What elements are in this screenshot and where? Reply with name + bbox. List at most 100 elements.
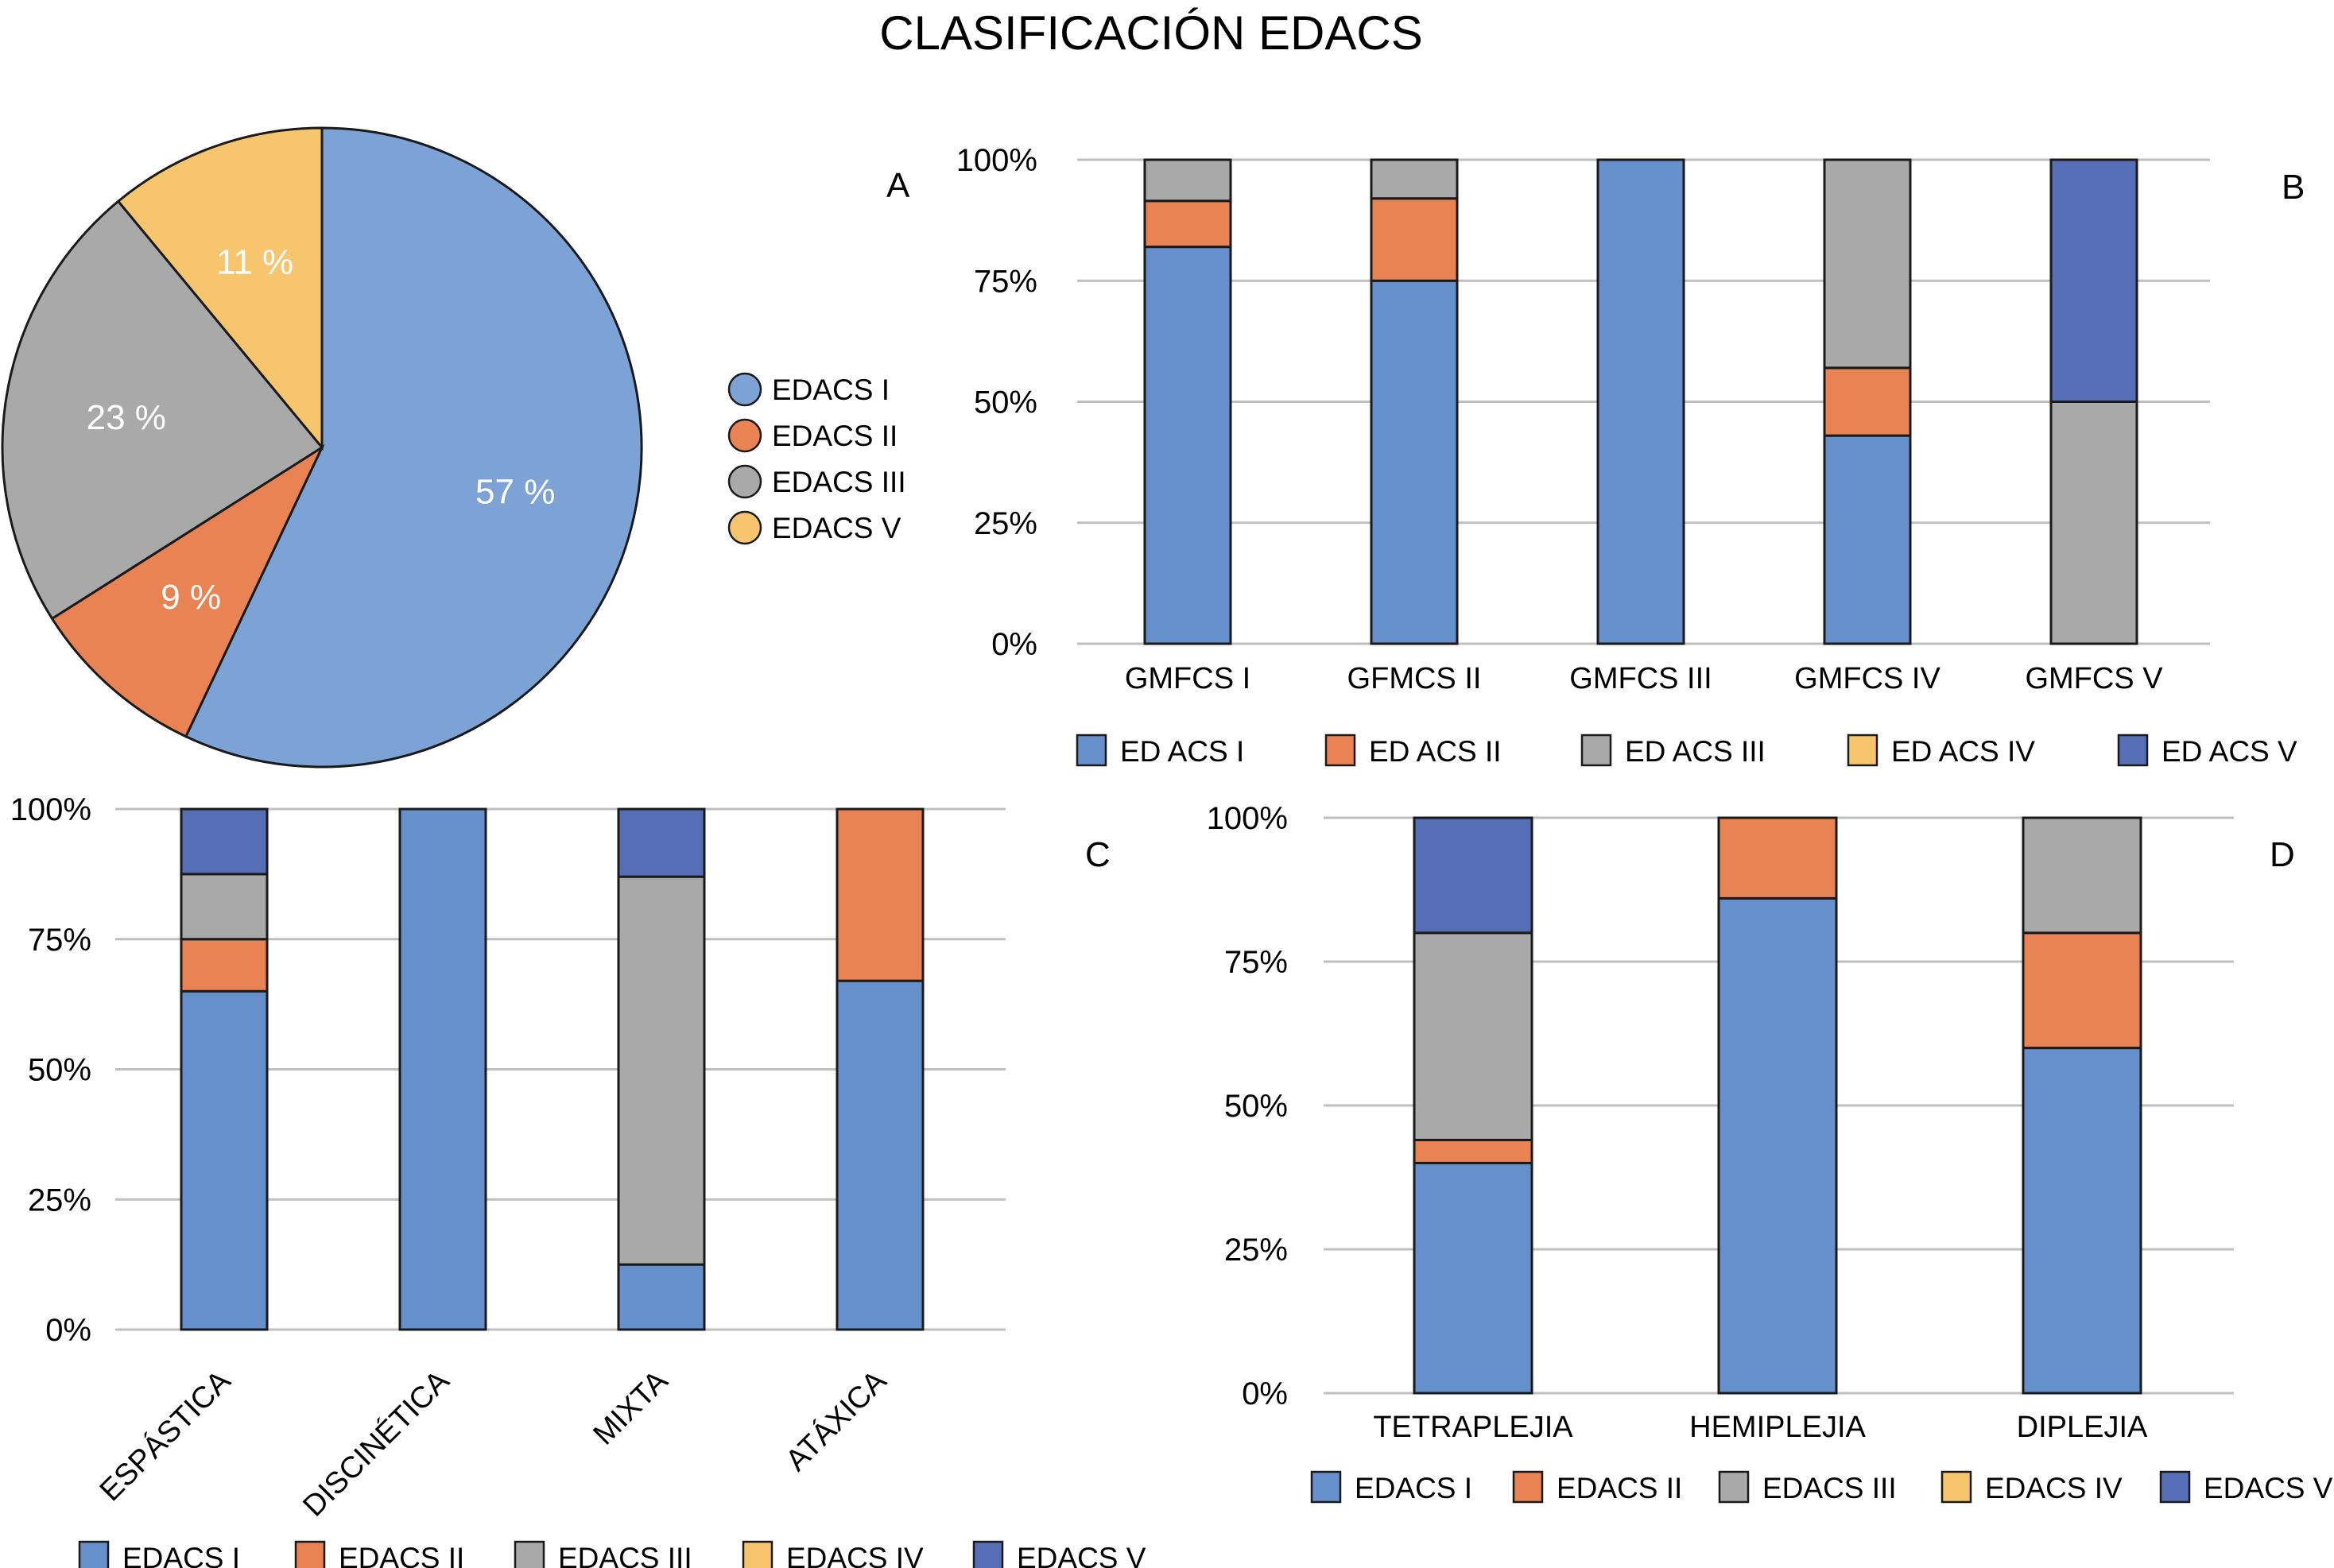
pie-slice-edacs-v [116,126,324,451]
legend-label: EDACS II [772,420,898,452]
panel-d-stacked-bar-chart: D 0% 25% 50% 75% 100% TETRAPLEJIA HEMIPLEJIA DI… [1207,801,2333,1504]
legend-label: EDACS IV [786,1542,924,1568]
legend-swatch [1580,734,1612,767]
panel-d-letter: D [2270,835,2295,874]
pie-slice-edacs-ii [50,443,325,738]
x-category-label: DIPLEJIA [2017,1411,2148,1444]
legend-label: ED ACS IV [1891,735,2035,768]
bar-segment-gmfcs-iii-ed-acs-i [1596,158,1685,645]
legend-label: ED ACS II [1369,735,1502,768]
y-tick-label: 100% [956,143,1037,178]
legend-label: EDACS V [1017,1542,1146,1568]
legend-label: EDACS V [772,512,901,544]
pie-slice-edacs-iii [1,199,324,621]
x-category-label: GMFCS III [1569,662,1712,695]
legend-label: EDACS II [339,1542,464,1568]
bar-segment-tetraplejia-edacs-iii [1413,931,1533,1141]
panel-c-stacked-bar-chart: C 0% 25% 50% 75% 100% ESPÁSTICA DISCINÉTICA MIX… [10,792,1146,1568]
panel-a-pie-chart: A 57 % 9 % 23 % 11 % EDACS I EDACS II EDACS II… [1,126,910,769]
legend-swatch [514,1540,545,1568]
bar-segment-ataxica-edacs-i [836,979,925,1331]
x-category-label: ESPÁSTICA [93,1364,238,1508]
legend-swatch [727,418,762,453]
y-tick-label: 50% [28,1053,91,1088]
legend-label: ED ACS III [1625,735,1766,768]
bar-segment-gmfcs-v-ed-acs-v [2049,158,2138,403]
bar-segment-tetraplejia-edacs-i [1413,1161,1533,1395]
y-tick-label: 50% [974,385,1037,420]
bar-segment-ataxica-edacs-ii [836,807,925,982]
bar-segment-tetraplejia-edacs-ii [1413,1138,1533,1164]
bar-segment-discinetica-edacs-i [398,807,487,1331]
x-category-label: GMFCS IV [1794,662,1940,695]
bar-segment-espastica-edacs-i [180,989,269,1331]
bar-segment-gmfcs-v-ed-acs-iii [2049,401,2138,645]
legend-label: EDACS III [558,1542,692,1568]
bar-segment-gmfcs-iv-ed-acs-iii [1823,158,1912,370]
bar-segment-mixta-edacs-v [617,807,706,878]
legend-label: EDACS IV [1985,1472,2123,1504]
legend-swatch [1512,1470,1544,1504]
legend-swatch [1076,734,1107,767]
legend-swatch [727,510,762,545]
bar-segment-espastica-edacs-iii [180,873,269,941]
legend-swatch [972,1540,1004,1568]
panel-b-letter: B [2282,168,2305,207]
y-tick-label: 25% [974,506,1037,541]
legend-label: EDACS V [2204,1472,2333,1504]
bar-segment-tetraplejia-edacs-v [1413,816,1533,935]
legend-label: ED ACS I [1120,735,1244,768]
x-category-label: GMFCS V [2025,662,2163,695]
x-category-label: HEMIPLEJIA [1689,1411,1866,1444]
legend-label: EDACS I [1355,1472,1472,1504]
legend-label: EDACS II [1557,1472,1682,1504]
pie-data-label: 23 % [87,398,166,437]
legend-label: EDACS I [122,1542,240,1568]
legend-swatch [1940,1470,1972,1504]
figure-title: CLASIFICACIÓN EDACS [879,6,1422,60]
pie-data-label: 11 % [216,243,293,282]
pie-slice-edacs-i [184,126,643,769]
y-tick-label: 25% [1224,1233,1288,1268]
y-tick-label: 50% [1224,1089,1288,1124]
panel-c-letter: C [1085,835,1111,874]
legend-label: EDACS III [1762,1472,1897,1504]
legend-label: ED ACS V [2161,735,2297,768]
bar-segment-gfmcs-ii-ed-acs-ii [1370,197,1459,282]
x-category-label: GFMCS II [1347,662,1482,695]
legend-swatch [1718,1470,1750,1504]
y-tick-label: 25% [28,1183,91,1218]
legend-swatch [2159,1470,2191,1504]
legend-swatch [727,464,762,499]
bar-segment-diplejia-edacs-iii [2022,816,2142,935]
bar-segment-gmfcs-iv-ed-acs-i [1823,434,1912,645]
x-category-label: DISCINÉTICA [297,1364,456,1523]
x-category-label: ATÁXICA [779,1364,894,1478]
bar-segment-hemiplejia-edacs-i [1717,896,1838,1395]
bar-segment-espastica-edacs-ii [180,938,269,993]
bar-segment-gmfcs-i-ed-acs-iii [1143,158,1232,203]
bar-segment-mixta-edacs-i [617,1263,706,1331]
legend-swatch [727,372,762,407]
x-category-label: MIXTA [587,1364,675,1451]
y-tick-label: 75% [1224,945,1288,980]
pie-data-label: 57 % [475,472,555,511]
legend-swatch [1324,734,1356,767]
x-category-label: GMFCS I [1125,662,1250,695]
legend-swatch [1847,734,1878,767]
bar-segment-mixta-edacs-iii [617,875,706,1266]
bar-segment-gmfcs-iv-ed-acs-ii [1823,366,1912,437]
bar-segment-gmfcs-i-ed-acs-i [1143,246,1232,645]
y-tick-label: 100% [10,792,91,827]
panel-a-letter: A [886,166,910,205]
bar-segment-gfmcs-ii-ed-acs-i [1370,279,1459,645]
bar-segment-diplejia-edacs-i [2022,1047,2142,1395]
legend-swatch [294,1540,326,1568]
legend-swatch [1310,1470,1342,1504]
bar-segment-gmfcs-i-ed-acs-ii [1143,199,1232,249]
panel-b-stacked-bar-chart: B 0% 25% 50% 75% 100% GMFCS I GFMCS II GMFCS II… [956,143,2305,768]
legend-label: EDACS III [772,466,906,498]
legend-swatch [2117,734,2149,767]
bar-segment-espastica-edacs-v [180,807,269,876]
